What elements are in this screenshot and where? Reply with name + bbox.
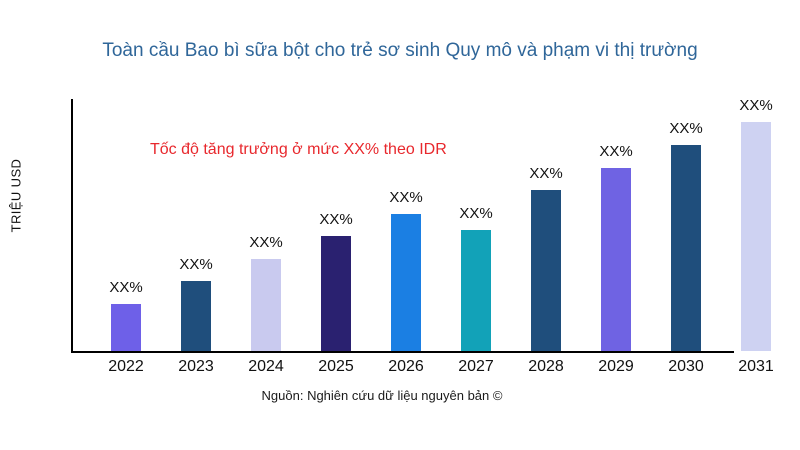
bar-value-label-2031: XX% [739, 97, 773, 114]
y-axis-line [71, 99, 73, 353]
x-tick-2025: 2025 [318, 358, 354, 375]
bar-value-label-2025: XX% [319, 211, 353, 228]
bar-value-label-2023: XX% [179, 256, 213, 273]
source-note: Nguồn: Nghiên cứu dữ liệu nguyên bản © [261, 388, 503, 403]
bar-value-label-2026: XX% [389, 189, 423, 206]
bar-2024 [251, 259, 281, 351]
x-tick-2028: 2028 [528, 358, 564, 375]
x-tick-2029: 2029 [598, 358, 634, 375]
bar-2022 [111, 304, 141, 351]
bar-2026 [391, 214, 421, 351]
bar-value-label-2024: XX% [249, 234, 283, 251]
x-tick-2030: 2030 [668, 358, 704, 375]
x-tick-2022: 2022 [108, 358, 144, 375]
x-tick-2023: 2023 [178, 358, 214, 375]
x-tick-2026: 2026 [388, 358, 424, 375]
x-tick-2024: 2024 [248, 358, 284, 375]
bar-value-label-2022: XX% [109, 279, 143, 296]
x-tick-2027: 2027 [458, 358, 494, 375]
chart-title: Toàn cầu Bao bì sữa bột cho trẻ sơ sinh … [102, 40, 698, 61]
bar-value-label-2028: XX% [529, 165, 563, 182]
growth-rate-annotation: Tốc độ tăng trưởng ở mức XX% theo IDR [150, 141, 447, 158]
bar-value-label-2027: XX% [459, 205, 493, 222]
x-axis-line [71, 351, 734, 353]
bar-value-label-2030: XX% [669, 120, 703, 137]
bar-2028 [531, 190, 561, 351]
bar-value-label-2029: XX% [599, 143, 633, 160]
y-axis-label: TRIỆU USD [8, 158, 24, 233]
bar-2029 [601, 168, 631, 351]
bar-2027 [461, 230, 491, 351]
bar-2031 [741, 122, 771, 351]
bar-2023 [181, 281, 211, 351]
x-tick-2031: 2031 [738, 358, 774, 375]
bar-2025 [321, 236, 351, 351]
bar-2030 [671, 145, 701, 351]
